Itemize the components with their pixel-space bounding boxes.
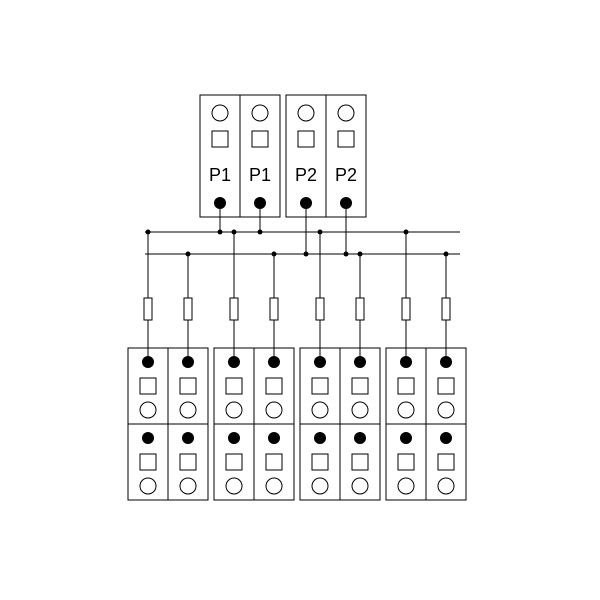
terminal-label: P2 [335,165,357,185]
fuse [184,298,192,320]
terminal-label: P1 [209,165,231,185]
terminal-label: P2 [295,165,317,185]
terminal-label: P1 [249,165,271,185]
fuse [270,298,278,320]
fuse [402,298,410,320]
fuse [144,298,152,320]
fuse [442,298,450,320]
wiring-diagram: P1 P1 P2 P2 [0,0,600,600]
fuse [230,298,238,320]
fuse [356,298,364,320]
fuse [316,298,324,320]
